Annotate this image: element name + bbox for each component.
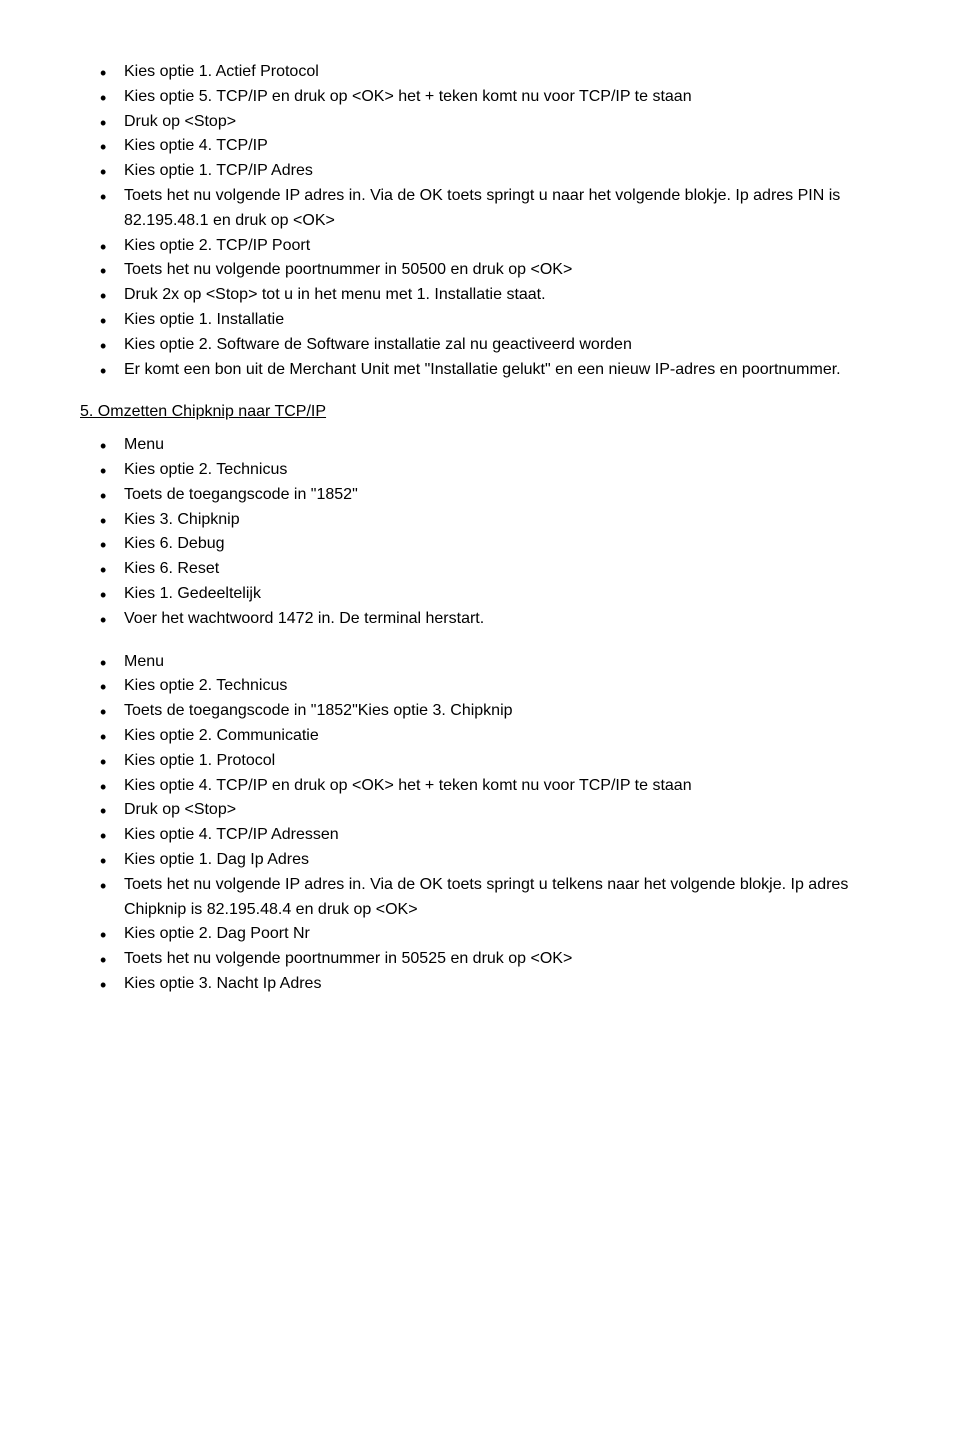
list-item: Kies optie 1. TCP/IP Adres [80,159,880,184]
list-item: Kies optie 2. Technicus [80,458,880,483]
list-item: Kies optie 1. Actief Protocol [80,60,880,85]
list-item: Kies optie 3. Nacht Ip Adres [80,972,880,997]
list-item: Druk op <Stop> [80,110,880,135]
list-item: Kies optie 2. TCP/IP Poort [80,234,880,259]
list-item: Toets het nu volgende IP adres in. Via d… [80,873,880,923]
step-list-3: Menu Kies optie 2. Technicus Toets de to… [80,650,880,997]
list-item: Kies optie 5. TCP/IP en druk op <OK> het… [80,85,880,110]
section-heading-5: 5. Omzetten Chipknip naar TCP/IP [80,400,880,425]
list-item: Kies optie 2. Software de Software insta… [80,333,880,358]
list-item: Druk 2x op <Stop> tot u in het menu met … [80,283,880,308]
list-item: Druk op <Stop> [80,798,880,823]
step-list-1: Kies optie 1. Actief Protocol Kies optie… [80,60,880,382]
list-item: Kies optie 1. Dag Ip Adres [80,848,880,873]
list-item: Kies optie 2. Communicatie [80,724,880,749]
list-item: Kies optie 1. Installatie [80,308,880,333]
list-item: Kies optie 4. TCP/IP [80,134,880,159]
list-item: Toets de toegangscode in "1852" [80,483,880,508]
list-item: Er komt een bon uit de Merchant Unit met… [80,358,880,383]
list-item: Menu [80,650,880,675]
list-item: Kies 1. Gedeeltelijk [80,582,880,607]
list-item: Toets het nu volgende poortnummer in 505… [80,947,880,972]
list-item: Toets het nu volgende IP adres in. Via d… [80,184,880,234]
list-item: Kies optie 2. Dag Poort Nr [80,922,880,947]
list-item: Kies 3. Chipknip [80,508,880,533]
list-item: Toets het nu volgende poortnummer in 505… [80,258,880,283]
list-item: Voer het wachtwoord 1472 in. De terminal… [80,607,880,632]
list-item: Kies 6. Debug [80,532,880,557]
list-item: Menu [80,433,880,458]
list-item: Kies optie 4. TCP/IP Adressen [80,823,880,848]
list-item: Toets de toegangscode in "1852"Kies opti… [80,699,880,724]
list-item: Kies optie 1. Protocol [80,749,880,774]
list-item: Kies optie 2. Technicus [80,674,880,699]
list-item: Kies optie 4. TCP/IP en druk op <OK> het… [80,774,880,799]
list-item: Kies 6. Reset [80,557,880,582]
step-list-2: Menu Kies optie 2. Technicus Toets de to… [80,433,880,631]
